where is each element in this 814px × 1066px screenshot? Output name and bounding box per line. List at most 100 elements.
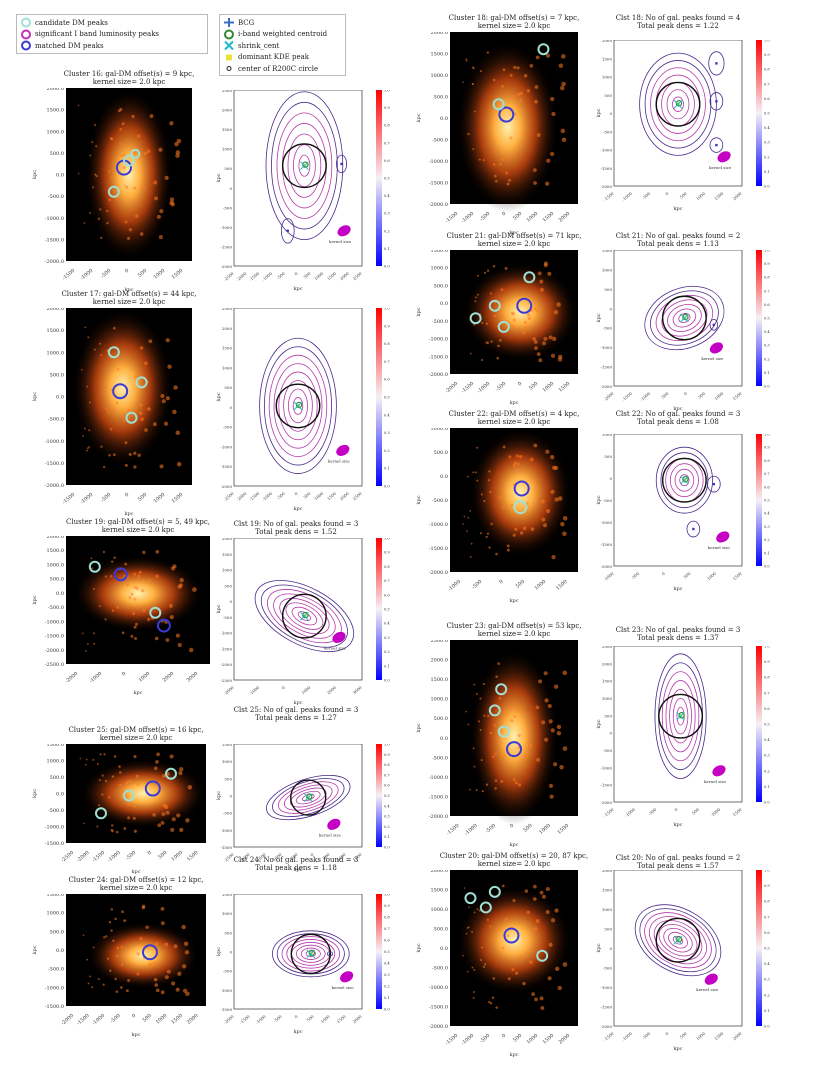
dm-map-title: Cluster 22: gal-DM offset(s) = 4 kpc, ker… [430,410,598,426]
colorbar-tick-label: 0.9 [764,446,770,450]
colorbar-tick-label: 1.0 [384,308,390,311]
subhalo-dot [172,564,177,569]
y-tick-label: -1000 [600,765,612,770]
subhalo-dot [160,906,165,911]
colorbar-tick-label: 0.2 [384,985,390,989]
kde-contour [268,354,328,458]
y-tick-label: 2000 [602,661,613,666]
dm-peak-ring [125,411,138,424]
y-tick-label: 1500.0 [47,108,65,114]
x-tick-label: 0 [501,1033,507,1040]
subhalo-dot [156,214,161,219]
subhalo-dot [529,457,534,462]
x-tick-label: 1000 [542,381,556,394]
x-tick-label: 1500 [186,850,200,863]
subhalo-dot [462,954,464,957]
subhalo-dot [121,631,125,635]
gal-peak-marker [712,482,716,486]
y-tick-label: -1500.0 [45,634,64,640]
x-tick-label: 2000 [326,685,337,696]
dm-peak-ring [88,560,101,573]
kde-contour [271,101,338,230]
subhalo-dot [510,719,514,723]
y-tick-label: 1000.0 [47,759,65,765]
subhalo-dot [86,447,89,450]
y-tick-label: 0.0 [56,591,64,597]
colorbar-tick-label: 0.9 [764,884,770,888]
subhalo-dot [99,753,102,756]
dm-density-map: 2000.0 1500.0 1000.0 500.0 0.0 -500.0 -1000.0 -… [416,32,578,236]
subhalo-dot [99,208,102,211]
subhalo-dot [484,963,487,966]
y-tick-label: 2000 [222,538,233,541]
x-tick-label: -1000 [91,1013,106,1027]
kde-contour [279,597,330,635]
y-tick-label: -1500.0 [45,461,64,467]
x-tick-label: 0 [661,571,667,577]
y-tick-label: 500 [224,583,232,588]
density-glow [73,555,203,632]
x-tick-label: -500 [479,1033,491,1045]
x-tick-label: -500 [276,271,286,281]
kde-contour-plot: kernel size 2000 1500 1000 500 0 -500 -1000 -150… [596,870,770,1052]
kde-contour-plot: kernel size 1500 1000 500 0 -500 -1000 -1500 -20… [596,250,770,412]
subhalo-dot [133,625,137,629]
subhalo-dot [555,966,560,971]
y-tick-label: -1000.0 [429,337,448,343]
dm-peak-ring [495,683,508,696]
title-line: Clst 23: No of gal. peaks found = 3 [615,626,741,634]
subhalo-dot [466,475,469,478]
subhalo-dot [84,763,87,766]
y-tick-label: -2500.0 [45,662,64,668]
kde-contour [281,936,340,972]
subhalo-dot [499,163,502,166]
y-tick-label: -1500.0 [429,181,448,187]
x-tick-label: 1500 [171,268,185,281]
subhalo-dot [472,471,475,474]
subhalo-dot [88,429,91,432]
subhalo-dot [473,683,476,686]
subhalo-dot [466,927,469,929]
x-tick-label: 0 [509,823,515,830]
y-axis-label: kpc [416,723,422,732]
subhalo-dot [152,422,157,427]
y-tick-label: 2500 [222,90,233,93]
title-line: kernel size= 2.0 kpc [477,22,551,30]
x-tick-label: -1000 [255,1014,267,1026]
subhalo-dot [109,575,113,578]
subhalo-dot [102,550,106,554]
subhalo-dot [483,714,486,717]
subhalo-dot [141,186,146,190]
kde-contour [649,916,707,965]
subhalo-dot [508,455,512,459]
subhalo-dot [101,793,104,796]
x-tick-label: -2500 [223,491,235,503]
subhalo-dot [481,358,484,362]
subhalo-dot [544,737,549,742]
subhalo-dot [481,790,484,793]
subhalo-dot [471,930,474,933]
subhalo-dot [144,428,148,432]
subhalo-dot [133,804,137,808]
colorbar-tick-label: 0.3 [384,636,390,640]
y-tick-label: -1000 [600,985,612,990]
title-line: Total peak dens = 1.13 [637,240,719,248]
legend-label: dominant KDE peak [238,53,310,61]
subhalo-dot [504,917,508,921]
kde-contour [658,924,698,957]
y-axis-label: kpc [216,947,222,956]
subhalo-dot [183,941,189,946]
subhalo-dot [533,443,538,448]
subhalo-dot [467,723,470,726]
title-line: kernel size= 2.0 kpc [477,240,551,248]
x-tick-label: 1000 [155,1013,169,1026]
subhalo-dot [136,952,140,956]
x-tick-label: -1000 [639,391,651,403]
x-tick-label: -1000 [460,1033,475,1047]
y-tick-label: 1000.0 [431,428,449,432]
subhalo-dot [552,762,558,767]
colorbar-tick-label: 0.4 [384,194,390,198]
x-tick-label: -500 [276,491,286,501]
subhalo-dot [547,703,552,709]
kde-contour [639,908,717,973]
